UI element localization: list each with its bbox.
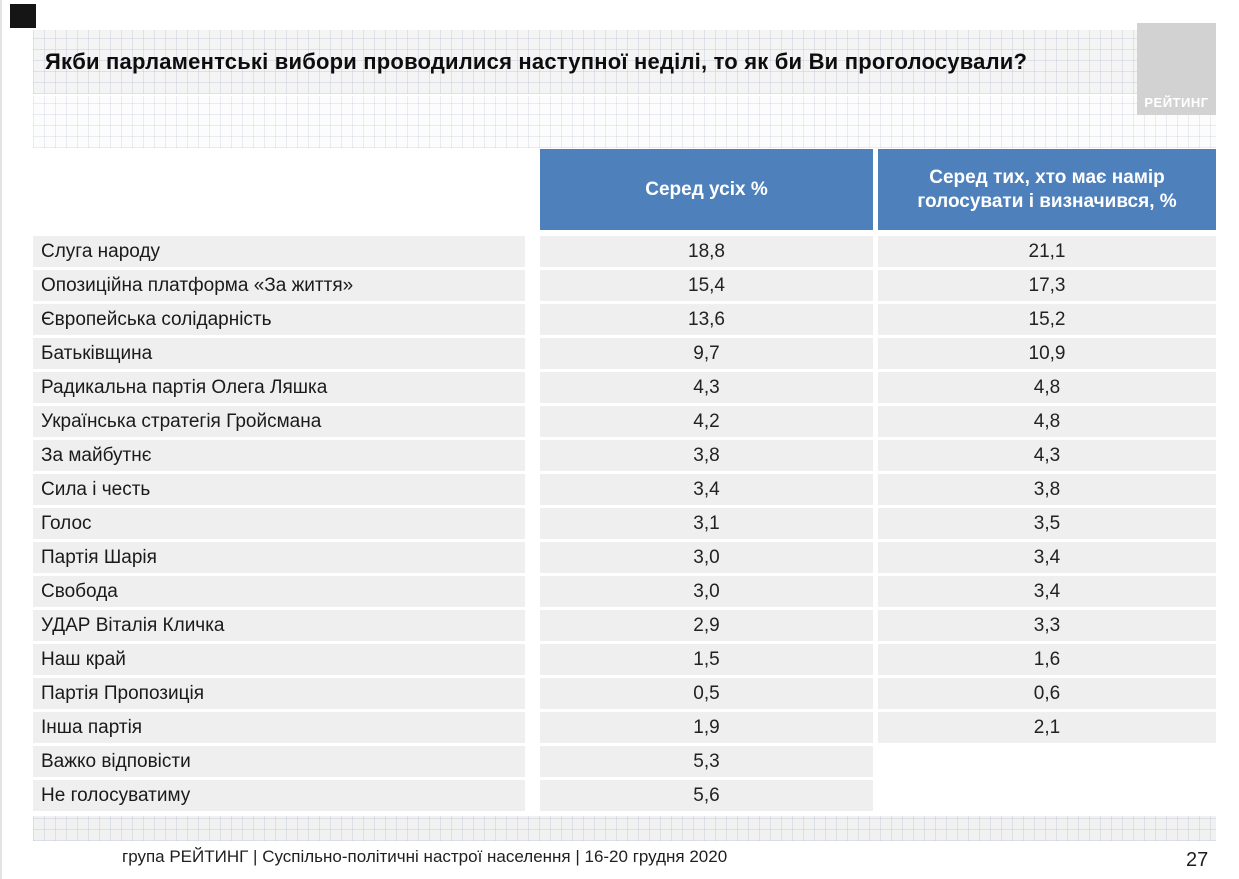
rating-group-logo: РЕЙТИНГ: [1137, 23, 1216, 115]
value-all-cell: 4,2: [540, 406, 873, 437]
footer-attribution: група РЕЙТИНГ | Суспільно-політичні наст…: [122, 847, 728, 866]
party-label-cell: Сила і честь: [33, 474, 525, 505]
value-all-cell: 5,6: [540, 780, 873, 811]
column-gap: [525, 304, 540, 335]
column-gap: [525, 780, 540, 811]
party-label-cell: Опозиційна платформа «За життя»: [33, 270, 525, 301]
value-decided-cell: [878, 780, 1216, 811]
column-gap: [525, 610, 540, 641]
title-block: Якби парламентські вибори проводилися на…: [33, 30, 1137, 94]
column-gap: [525, 474, 540, 505]
party-label-cell: Радикальна партія Олега Ляшка: [33, 372, 525, 403]
value-all-cell: 2,9: [540, 610, 873, 641]
value-decided-cell: 4,8: [878, 372, 1216, 403]
table-row: Інша партія 1,9 2,1: [33, 712, 1216, 743]
value-all-cell: 1,9: [540, 712, 873, 743]
party-label-cell: Важко відповісти: [33, 746, 525, 777]
table-row: Партія Пропозиція 0,5 0,6: [33, 678, 1216, 709]
column-gap: [525, 644, 540, 675]
value-decided-cell: 4,3: [878, 440, 1216, 471]
value-all-cell: 15,4: [540, 270, 873, 301]
value-all-cell: 18,8: [540, 236, 873, 267]
party-label-cell: Європейська солідарність: [33, 304, 525, 335]
value-all-cell: 3,0: [540, 542, 873, 573]
column-gap: [525, 576, 540, 607]
party-label-cell: УДАР Віталія Кличка: [33, 610, 525, 641]
party-label-cell: Партія Шарія: [33, 542, 525, 573]
column-gap: [525, 508, 540, 539]
value-all-cell: 3,0: [540, 576, 873, 607]
value-decided-cell: 3,8: [878, 474, 1216, 505]
party-label-cell: Батьківщина: [33, 338, 525, 369]
value-all-cell: 3,8: [540, 440, 873, 471]
table-row: Українська стратегія Гройсмана 4,2 4,8: [33, 406, 1216, 437]
decorative-grid-band-bottom: [33, 816, 1216, 841]
value-all-cell: 3,1: [540, 508, 873, 539]
column-gap: [525, 338, 540, 369]
poll-results-table: Слуга народу 18,8 21,1 Опозиційна платформа…: [33, 236, 1216, 811]
table-row: Наш край 1,5 1,6: [33, 644, 1216, 675]
party-label-cell: Наш край: [33, 644, 525, 675]
value-all-cell: 13,6: [540, 304, 873, 335]
table-row: Не голосуватиму 5,6: [33, 780, 1216, 811]
column-header-all: Серед усіх %: [540, 149, 873, 230]
page-number: 27: [1186, 849, 1209, 871]
value-decided-cell: 17,3: [878, 270, 1216, 301]
value-all-cell: 4,3: [540, 372, 873, 403]
party-label-cell: Голос: [33, 508, 525, 539]
column-gap: [525, 440, 540, 471]
party-label-cell: Не голосуватиму: [33, 780, 525, 811]
column-gap: [525, 270, 540, 301]
column-header-decided: Серед тих, хто має намір голосувати і ви…: [878, 149, 1216, 230]
table-row: Свобода 3,0 3,4: [33, 576, 1216, 607]
table-row: Голос 3,1 3,5: [33, 508, 1216, 539]
value-decided-cell: 10,9: [878, 338, 1216, 369]
column-gap: [525, 746, 540, 777]
value-all-cell: 0,5: [540, 678, 873, 709]
table-row: Радикальна партія Олега Ляшка 4,3 4,8: [33, 372, 1216, 403]
table-row: УДАР Віталія Кличка 2,9 3,3: [33, 610, 1216, 641]
value-decided-cell: 3,4: [878, 542, 1216, 573]
value-decided-cell: 3,3: [878, 610, 1216, 641]
table-row: Опозиційна платформа «За життя» 15,4 17,3: [33, 270, 1216, 301]
value-all-cell: 3,4: [540, 474, 873, 505]
page-title: Якби парламентські вибори проводилися на…: [45, 49, 1028, 74]
table-row: Важко відповісти 5,3: [33, 746, 1216, 777]
slide-edge-line: [0, 0, 2, 879]
party-label-cell: Партія Пропозиція: [33, 678, 525, 709]
value-decided-cell: 0,6: [878, 678, 1216, 709]
value-decided-cell: 4,8: [878, 406, 1216, 437]
table-row: За майбутнє 3,8 4,3: [33, 440, 1216, 471]
table-row: Сила і честь 3,4 3,8: [33, 474, 1216, 505]
party-label-cell: За майбутнє: [33, 440, 525, 471]
table-row: Європейська солідарність 13,6 15,2: [33, 304, 1216, 335]
table-row: Батьківщина 9,7 10,9: [33, 338, 1216, 369]
value-all-cell: 5,3: [540, 746, 873, 777]
corner-mark: [10, 4, 36, 28]
table-row: Слуга народу 18,8 21,1: [33, 236, 1216, 267]
decorative-grid-band: [33, 96, 1216, 148]
rating-group-logo-text: РЕЙТИНГ: [1144, 95, 1209, 110]
column-gap: [525, 372, 540, 403]
column-gap: [525, 406, 540, 437]
value-decided-cell: 15,2: [878, 304, 1216, 335]
column-gap: [525, 236, 540, 267]
value-decided-cell: 1,6: [878, 644, 1216, 675]
value-decided-cell: 3,5: [878, 508, 1216, 539]
table-row: Партія Шарія 3,0 3,4: [33, 542, 1216, 573]
party-label-cell: Інша партія: [33, 712, 525, 743]
value-decided-cell: 21,1: [878, 236, 1216, 267]
value-all-cell: 1,5: [540, 644, 873, 675]
column-gap: [525, 678, 540, 709]
party-label-cell: Українська стратегія Гройсмана: [33, 406, 525, 437]
column-gap: [525, 542, 540, 573]
value-decided-cell: 2,1: [878, 712, 1216, 743]
party-label-cell: Свобода: [33, 576, 525, 607]
value-all-cell: 9,7: [540, 338, 873, 369]
party-label-cell: Слуга народу: [33, 236, 525, 267]
column-gap: [525, 712, 540, 743]
value-decided-cell: [878, 746, 1216, 777]
value-decided-cell: 3,4: [878, 576, 1216, 607]
